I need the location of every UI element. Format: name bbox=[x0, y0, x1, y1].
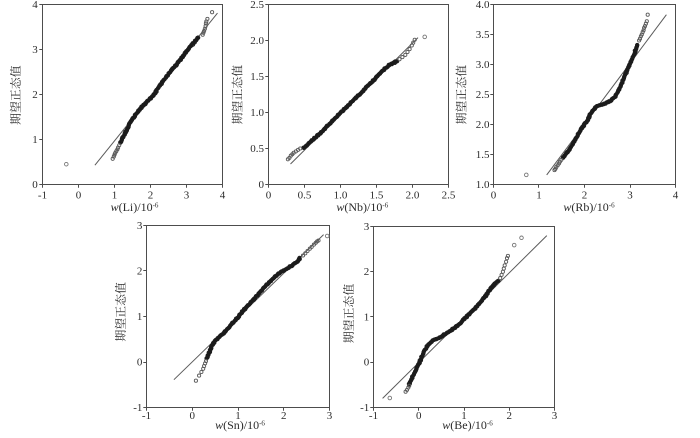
svg-text:3: 3 bbox=[32, 44, 38, 56]
svg-text:1.5: 1.5 bbox=[250, 71, 264, 83]
svg-text:2: 2 bbox=[281, 410, 287, 422]
svg-text:2.0: 2.0 bbox=[476, 119, 490, 131]
svg-text:-1: -1 bbox=[38, 190, 47, 202]
svg-text:1: 1 bbox=[112, 190, 118, 202]
svg-text:1: 1 bbox=[137, 311, 143, 323]
svg-text:1.0: 1.0 bbox=[334, 190, 348, 202]
svg-text:4.0: 4.0 bbox=[476, 0, 490, 11]
svg-text:3: 3 bbox=[327, 410, 333, 422]
svg-text:0: 0 bbox=[491, 190, 497, 202]
svg-text:w(Rb)/10-6: w(Rb)/10-6 bbox=[563, 200, 615, 214]
svg-text:-1: -1 bbox=[133, 402, 142, 414]
svg-text:1.5: 1.5 bbox=[476, 149, 490, 161]
svg-text:0.5: 0.5 bbox=[298, 190, 312, 202]
svg-text:0: 0 bbox=[76, 190, 82, 202]
svg-text:0: 0 bbox=[416, 410, 422, 422]
svg-text:2: 2 bbox=[364, 266, 370, 278]
svg-text:2.5: 2.5 bbox=[442, 190, 456, 202]
svg-text:-1: -1 bbox=[360, 402, 369, 414]
svg-text:0: 0 bbox=[259, 179, 265, 191]
svg-text:2.5: 2.5 bbox=[250, 0, 264, 11]
svg-text:3: 3 bbox=[137, 220, 143, 232]
svg-text:2: 2 bbox=[582, 190, 588, 202]
svg-text:1: 1 bbox=[461, 410, 467, 422]
svg-text:3.0: 3.0 bbox=[476, 59, 490, 71]
svg-text:-1: -1 bbox=[142, 410, 151, 422]
svg-text:2: 2 bbox=[137, 265, 143, 277]
svg-text:0: 0 bbox=[189, 410, 195, 422]
svg-text:3: 3 bbox=[184, 190, 190, 202]
svg-text:1: 1 bbox=[364, 311, 370, 323]
svg-text:1.5: 1.5 bbox=[370, 190, 384, 202]
svg-text:w(Nb)/10-6: w(Nb)/10-6 bbox=[336, 200, 388, 214]
svg-text:-1: -1 bbox=[369, 410, 378, 422]
svg-text:2: 2 bbox=[148, 190, 154, 202]
svg-text:w(Li)/10-6: w(Li)/10-6 bbox=[111, 200, 159, 214]
svg-text:w(Be)/10-6: w(Be)/10-6 bbox=[442, 418, 493, 432]
svg-text:1: 1 bbox=[32, 134, 38, 146]
svg-text:2.0: 2.0 bbox=[250, 35, 264, 47]
svg-text:2.5: 2.5 bbox=[476, 89, 490, 101]
svg-text:1.0: 1.0 bbox=[476, 179, 490, 191]
svg-text:0: 0 bbox=[137, 356, 143, 368]
svg-text:3: 3 bbox=[552, 410, 558, 422]
svg-text:2: 2 bbox=[506, 410, 512, 422]
svg-text:4: 4 bbox=[32, 0, 38, 11]
svg-text:2: 2 bbox=[32, 89, 38, 101]
svg-text:0.5: 0.5 bbox=[250, 143, 264, 155]
svg-text:1: 1 bbox=[235, 410, 241, 422]
svg-text:3.5: 3.5 bbox=[476, 29, 490, 41]
svg-text:0: 0 bbox=[364, 357, 370, 369]
svg-text:3: 3 bbox=[627, 190, 633, 202]
svg-text:0: 0 bbox=[266, 190, 272, 202]
svg-text:0: 0 bbox=[32, 179, 38, 191]
svg-text:4: 4 bbox=[220, 190, 226, 202]
svg-text:4: 4 bbox=[673, 190, 679, 202]
svg-text:2.0: 2.0 bbox=[406, 190, 420, 202]
svg-text:1: 1 bbox=[536, 190, 542, 202]
svg-text:w(Sn)/10-6: w(Sn)/10-6 bbox=[215, 418, 265, 432]
svg-text:3: 3 bbox=[364, 221, 370, 233]
svg-text:1.0: 1.0 bbox=[250, 107, 264, 119]
